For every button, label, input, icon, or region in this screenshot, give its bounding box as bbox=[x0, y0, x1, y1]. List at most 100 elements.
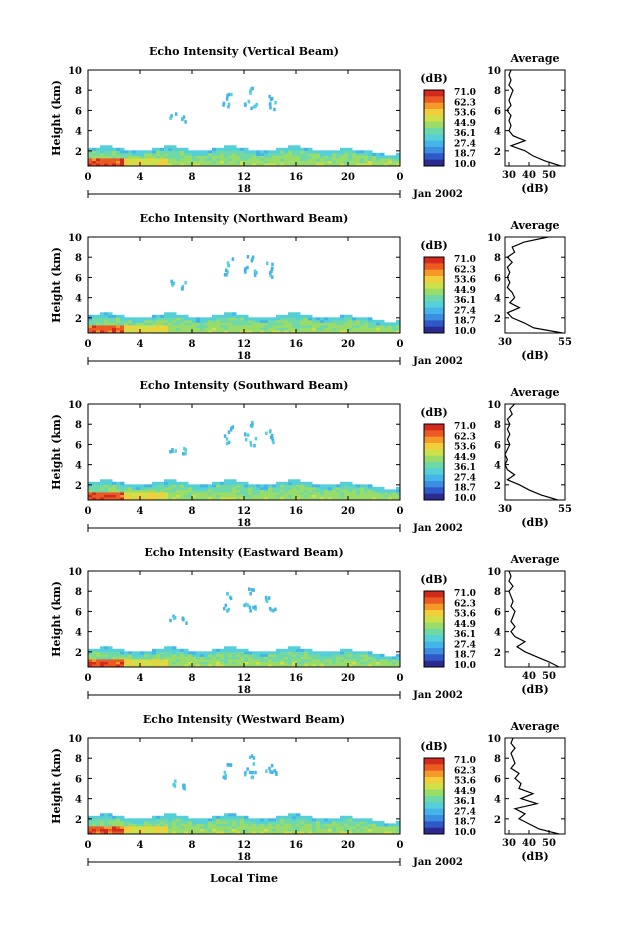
echo-cell bbox=[236, 155, 241, 159]
echo-cell bbox=[236, 314, 241, 318]
echo-cell bbox=[348, 489, 353, 493]
echo-cell bbox=[360, 820, 365, 824]
echo-cell bbox=[320, 155, 325, 159]
echo-cell bbox=[152, 663, 157, 667]
echo-cell bbox=[116, 322, 121, 326]
echo-cell bbox=[148, 150, 153, 154]
echo-cell bbox=[244, 329, 249, 333]
echo-cell bbox=[252, 820, 257, 824]
echo-cell bbox=[188, 322, 193, 326]
echo-cell bbox=[336, 651, 341, 655]
echo-cell bbox=[152, 481, 157, 485]
echo-cell bbox=[380, 327, 385, 331]
echo-cell bbox=[230, 426, 233, 431]
echo-cell bbox=[292, 317, 297, 321]
echo-cell bbox=[164, 150, 169, 154]
echo-cell bbox=[180, 317, 185, 321]
echo-cell bbox=[288, 319, 293, 323]
echo-cell bbox=[356, 818, 361, 822]
echo-cell bbox=[224, 322, 229, 326]
echo-cell bbox=[252, 656, 257, 660]
echo-cell bbox=[112, 329, 117, 333]
echo-cell bbox=[304, 820, 309, 824]
echo-cell bbox=[112, 486, 117, 490]
echo-cell bbox=[128, 489, 133, 493]
echo-cell bbox=[320, 484, 325, 488]
echo-cell bbox=[192, 496, 197, 500]
echo-cell bbox=[260, 329, 265, 333]
echo-cell bbox=[180, 319, 185, 323]
echo-cell bbox=[136, 486, 141, 490]
echo-cell bbox=[288, 658, 293, 662]
echo-cell bbox=[368, 150, 373, 154]
echo-cell bbox=[168, 155, 173, 159]
echo-cell bbox=[268, 324, 273, 328]
echo-cell bbox=[188, 828, 193, 832]
echo-cell bbox=[196, 828, 201, 832]
echo-cell bbox=[172, 329, 177, 333]
echo-cell bbox=[344, 651, 349, 655]
echo-cell bbox=[181, 284, 184, 289]
echo-cell bbox=[352, 160, 357, 164]
echo-cell bbox=[243, 103, 247, 107]
echo-cell bbox=[100, 157, 105, 161]
y-tick-label: 4 bbox=[75, 628, 82, 639]
echo-cell bbox=[288, 147, 293, 151]
echo-cell bbox=[364, 663, 369, 667]
echo-cell bbox=[348, 157, 353, 161]
echo-cell bbox=[216, 818, 221, 822]
echo-cell bbox=[92, 828, 97, 832]
echo-cell bbox=[384, 828, 389, 832]
echo-cell bbox=[380, 324, 385, 328]
echo-cell bbox=[284, 658, 289, 662]
echo-cell bbox=[292, 661, 297, 665]
echo-cell bbox=[224, 327, 229, 331]
echo-cell bbox=[231, 425, 234, 429]
echo-cell bbox=[280, 481, 285, 485]
echo-cell bbox=[220, 815, 225, 819]
echo-cell bbox=[300, 322, 305, 326]
echo-cell bbox=[216, 160, 221, 164]
echo-cell bbox=[176, 825, 181, 829]
echo-cell bbox=[348, 481, 353, 485]
echo-cell bbox=[260, 155, 265, 159]
echo-cell bbox=[388, 162, 393, 166]
echo-cell bbox=[88, 818, 93, 822]
echo-cell bbox=[336, 496, 341, 500]
echo-cell bbox=[88, 496, 93, 500]
colorbar-segment bbox=[424, 481, 444, 485]
echo-cell bbox=[316, 486, 321, 490]
echo-cell bbox=[220, 317, 225, 321]
echo-cell bbox=[320, 317, 325, 321]
echo-cell bbox=[224, 661, 229, 665]
echo-cell bbox=[168, 147, 173, 151]
echo-cell bbox=[96, 494, 101, 498]
echo-cell bbox=[88, 648, 93, 652]
echo-cell bbox=[248, 152, 253, 156]
echo-cell bbox=[380, 162, 385, 166]
echo-cell bbox=[256, 494, 261, 498]
echo-cell bbox=[172, 486, 177, 490]
echo-cell bbox=[252, 756, 256, 760]
colorbar-segment bbox=[424, 462, 444, 466]
echo-cell bbox=[396, 157, 401, 161]
echo-cell bbox=[228, 319, 233, 323]
echo-cell bbox=[300, 486, 305, 490]
echo-cell bbox=[296, 479, 301, 483]
echo-cell bbox=[352, 494, 357, 498]
echo-cell bbox=[292, 658, 297, 662]
echo-cell bbox=[96, 491, 101, 495]
echo-cell bbox=[276, 491, 281, 495]
echo-cell bbox=[188, 319, 193, 323]
echo-cell bbox=[300, 653, 305, 657]
echo-cell bbox=[92, 322, 97, 326]
echo-cell bbox=[164, 663, 169, 667]
echo-cell bbox=[200, 653, 205, 657]
echo-cell bbox=[188, 491, 193, 495]
echo-cell bbox=[312, 150, 317, 154]
echo-cell bbox=[227, 263, 230, 268]
echo-cell bbox=[284, 160, 289, 164]
echo-cell bbox=[384, 656, 389, 660]
echo-cell bbox=[253, 269, 257, 274]
colorbar-segment bbox=[424, 783, 444, 787]
